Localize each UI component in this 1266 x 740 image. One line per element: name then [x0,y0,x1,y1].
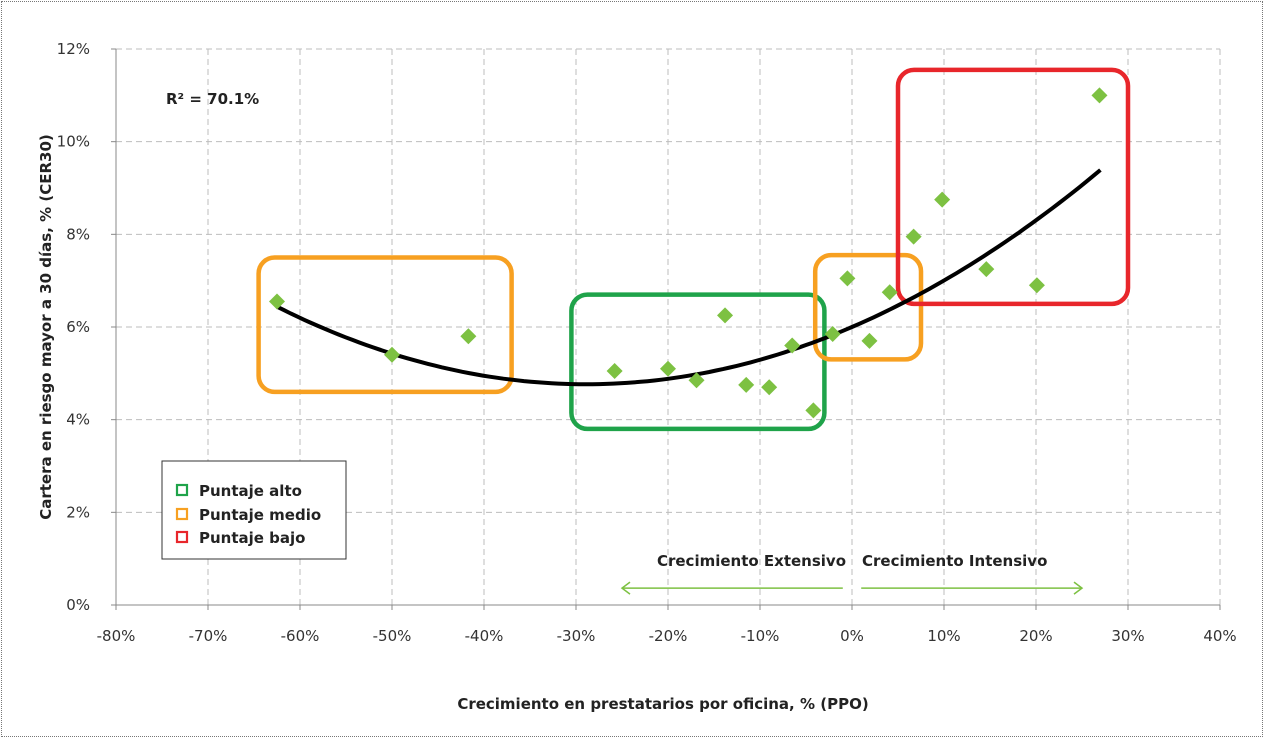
data-points [269,87,1108,419]
trendline-path [276,168,1102,387]
legend-marker-bajo [175,530,189,544]
x-tick-label: 20% [1019,627,1052,645]
y-tick-label: 6% [66,318,90,336]
x-tick-label: -50% [373,627,412,645]
data-point-6 [717,307,734,324]
legend-box [161,460,347,560]
grid-lines [116,48,1221,605]
data-point-9 [784,337,801,354]
data-point-0 [269,293,285,310]
x-tick-label: -10% [741,627,780,645]
x-tick-label: -30% [557,627,596,645]
annotation-extensive: Crecimiento Extensivo [657,552,846,570]
x-tick-label: -60% [281,627,320,645]
x-tick-labels: -80% -70% -60% -50% -40% -30% -20% -10% 0% 10% 20%… [97,627,1237,645]
data-point-13 [861,332,878,349]
data-point-15 [905,228,922,245]
group-boxes [256,67,1131,432]
y-tick-label: 12% [57,40,90,58]
data-point-4 [660,360,676,377]
data-point-17 [978,261,995,278]
growth-arrows [620,581,1084,595]
x-tick-label: -70% [189,627,228,645]
data-point-16 [934,191,951,208]
legend: Puntaje alto Puntaje medio Puntaje bajo [161,460,347,560]
group-box-2 [812,252,924,362]
data-point-18 [1028,277,1045,294]
legend-label-medio: Puntaje medio [199,506,321,524]
y-axis-title: Cartera en riesgo mayor a 30 días, % (CE… [37,134,55,520]
x-tick-label: -80% [97,627,136,645]
data-point-2 [460,328,477,345]
arrow-intensive-head [1073,581,1084,595]
y-tick-label: 4% [66,411,90,429]
r-squared-label: R² = 70.1% [166,90,259,108]
data-point-8 [761,379,778,396]
annotation-intensive: Crecimiento Intensivo [862,552,1047,570]
data-point-7 [738,376,755,393]
x-tick-label: 10% [927,627,960,645]
trendline [276,168,1102,387]
y-tick-labels: 0% 2% 4% 6% 8% 10% 12% [57,40,90,614]
arrow-extensive-head [620,581,631,595]
data-point-5 [688,372,705,389]
x-tick-label: 0% [840,627,864,645]
legend-marker-alto [175,483,189,497]
group-box-1 [256,255,514,395]
y-tick-label: 8% [66,225,90,243]
legend-label-bajo: Puntaje bajo [199,529,306,547]
data-point-10 [805,402,822,419]
y-tick-label: 2% [66,503,90,521]
group-box-3 [895,67,1131,307]
legend-label-alto: Puntaje alto [199,482,302,500]
group-box-0 [569,292,827,432]
x-tick-label: -40% [465,627,504,645]
data-point-19 [1091,87,1108,104]
data-point-11 [824,325,841,342]
y-tick-label: 10% [57,133,90,151]
axes [111,48,1221,610]
y-tick-label: 0% [66,596,90,614]
data-point-12 [839,270,856,287]
data-point-14 [881,284,898,301]
x-tick-label: 40% [1203,627,1236,645]
x-tick-label: 30% [1111,627,1144,645]
x-tick-label: -20% [649,627,688,645]
data-point-1 [384,346,400,363]
legend-marker-medio [175,507,189,521]
x-axis-title: Crecimiento en prestatarios por oficina,… [457,695,868,713]
data-point-3 [606,363,623,380]
